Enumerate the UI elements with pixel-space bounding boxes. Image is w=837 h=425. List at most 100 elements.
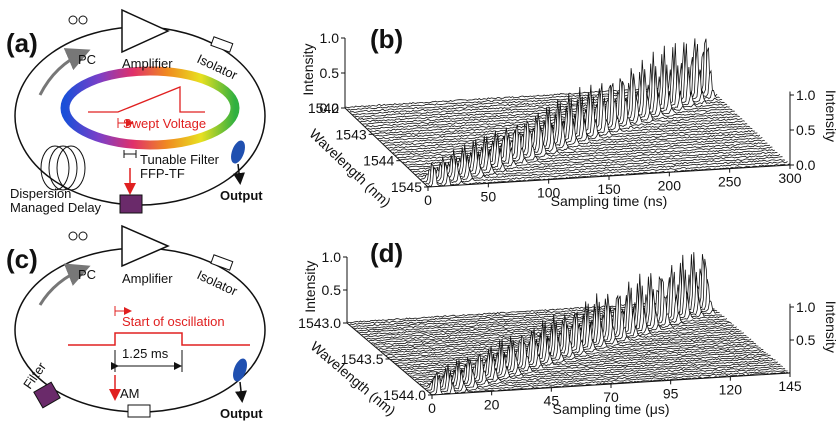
trace — [417, 353, 776, 383]
panel-a: (a) PC Amplifier Isolator Swept Voltage … — [6, 8, 266, 215]
label: PC — [78, 52, 96, 67]
delay-coil — [40, 145, 86, 191]
label: Managed Delay — [10, 200, 102, 215]
trace — [400, 321, 759, 369]
z2-tick-label: 0.5 — [796, 122, 816, 138]
trace-fill — [385, 87, 748, 147]
label: PC — [78, 267, 96, 282]
trace-fill — [410, 134, 773, 171]
y-axis — [344, 107, 429, 188]
y-tick-label: 1544 — [363, 153, 394, 169]
z-tick-label: 1.0 — [322, 249, 342, 265]
pc-loop — [78, 231, 88, 241]
pc-loop — [78, 15, 88, 25]
trace — [414, 345, 773, 381]
trace-fill — [407, 131, 770, 168]
label: Start of oscillation — [122, 314, 225, 329]
label: Output — [220, 406, 263, 421]
arrow — [235, 381, 247, 403]
x-tick-label: 200 — [658, 177, 682, 193]
x-tick-label: 20 — [484, 396, 500, 412]
label: FFP-TF — [140, 166, 185, 181]
amplifier — [121, 8, 170, 54]
trace-fill — [417, 354, 776, 383]
arrow — [114, 306, 130, 316]
y-tick-label: 1543.5 — [341, 351, 384, 367]
z2-tick-label: 1.0 — [796, 299, 816, 315]
z-tick-label: 1.0 — [320, 30, 340, 46]
y-tick-label: 1543.0 — [298, 315, 341, 331]
duration-tick — [114, 350, 183, 372]
x-tick-label: 50 — [481, 188, 497, 204]
y-tick-label: 1544.0 — [383, 387, 426, 403]
label: AM — [120, 386, 140, 401]
x-tick-label: 120 — [719, 382, 743, 398]
x-tick-label: 300 — [778, 170, 802, 186]
coupler — [231, 140, 245, 164]
coupler — [233, 358, 247, 382]
panel-c: (c) PC Amplifier Isolator Start of oscil… — [6, 224, 266, 421]
label: Output — [220, 188, 263, 203]
trace — [419, 357, 779, 386]
trace-fill — [387, 93, 750, 149]
trace-fill — [392, 102, 755, 154]
x-tick-label: 100 — [537, 185, 561, 201]
label: 1.25 ms — [122, 346, 169, 361]
direction-arrow — [38, 263, 91, 306]
isolator — [210, 254, 234, 271]
x-axis-label: Sampling time (μs) — [553, 401, 670, 417]
trace — [424, 359, 783, 389]
trace — [425, 161, 788, 185]
label: Amplifier — [122, 271, 173, 286]
x-tick-label: 70 — [603, 389, 619, 405]
z-tick-label: 0.5 — [322, 282, 342, 298]
pc-loop — [68, 231, 78, 241]
x-tick-label: 150 — [597, 181, 621, 197]
z2-tick-label: 1.0 — [796, 87, 816, 103]
trace — [402, 328, 762, 371]
trace — [397, 112, 761, 159]
panel-label: (d) — [370, 238, 403, 268]
trace — [382, 84, 745, 145]
trace — [371, 273, 730, 344]
trace — [410, 134, 773, 171]
trace — [422, 359, 781, 387]
trace — [372, 73, 735, 135]
panel-label: (c) — [6, 244, 38, 274]
waterfall: 0 50 100 150 200 250 300 Sampling time (ns) 1542… — [300, 24, 837, 210]
arrow — [117, 118, 132, 128]
label: Swept Voltage — [123, 116, 206, 131]
z-axis-label: Intensity — [302, 261, 318, 313]
z2-tick-label: 0.5 — [796, 332, 816, 348]
x-tick-label: 0 — [424, 192, 432, 208]
z-tick-label: 0.0 — [320, 100, 340, 116]
trace — [390, 98, 753, 151]
trace — [431, 371, 791, 396]
trace — [397, 320, 757, 367]
y-tick-label: 1545 — [391, 179, 422, 195]
panel-label: (a) — [6, 28, 38, 58]
trace — [370, 68, 733, 133]
trace — [385, 86, 748, 147]
panel-label: (b) — [370, 24, 403, 54]
trace-fill — [390, 98, 753, 152]
z-axis-label: Intensity — [300, 43, 316, 95]
filter-mark — [123, 150, 137, 158]
pulse — [68, 332, 250, 346]
x-tick-label: 0 — [428, 400, 436, 416]
am-box — [127, 404, 151, 418]
trace — [395, 106, 758, 156]
trace — [359, 43, 723, 123]
trace — [429, 370, 788, 393]
trace — [417, 144, 781, 178]
waterfall: 0 20 45 70 95 120 145 Sampling time (μs) 1543.0 1… — [298, 238, 837, 419]
trace — [357, 43, 720, 121]
z2-axis-label: Intensity — [823, 90, 837, 142]
trace-fill — [367, 59, 730, 130]
x-tick-label: 250 — [718, 174, 742, 190]
label: Isolator — [195, 267, 241, 299]
trace — [387, 93, 750, 149]
trace — [344, 69, 708, 109]
